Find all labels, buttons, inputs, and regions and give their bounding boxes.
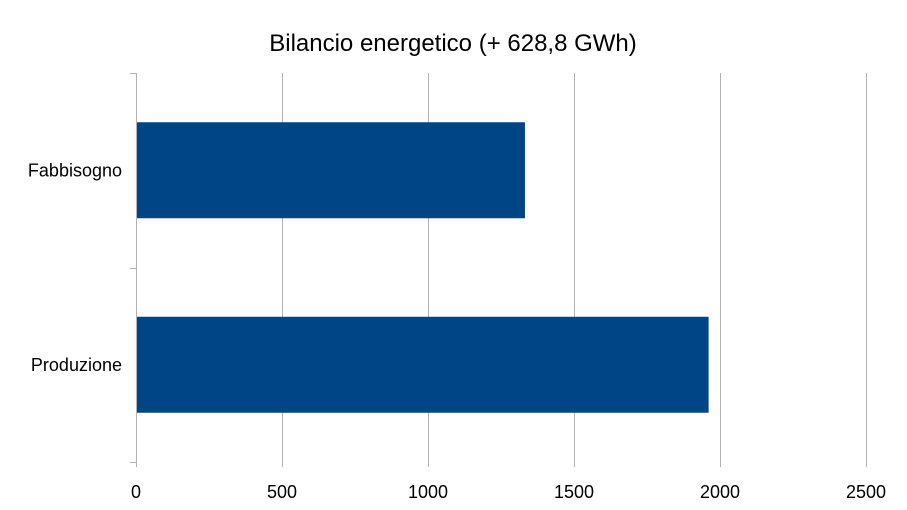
x-tick-label: 2500 bbox=[846, 482, 886, 502]
category-label: Produzione bbox=[31, 355, 122, 375]
x-tick-labels: 0 500 1000 1500 2000 2500 bbox=[131, 482, 886, 502]
category-labels: Fabbisogno Produzione bbox=[28, 160, 122, 375]
x-tick-label: 1000 bbox=[408, 482, 448, 502]
x-tick-label: 500 bbox=[267, 482, 297, 502]
x-tick-label: 0 bbox=[131, 482, 141, 502]
bar-fabbisogno bbox=[137, 122, 525, 219]
bar-produzione bbox=[137, 316, 709, 413]
x-tick-label: 2000 bbox=[700, 482, 740, 502]
category-label: Fabbisogno bbox=[28, 160, 122, 180]
chart-title: Bilancio energetico (+ 628,8 GWh) bbox=[269, 30, 637, 57]
x-tick-label: 1500 bbox=[554, 482, 594, 502]
bars bbox=[137, 122, 709, 413]
axes bbox=[130, 73, 867, 467]
